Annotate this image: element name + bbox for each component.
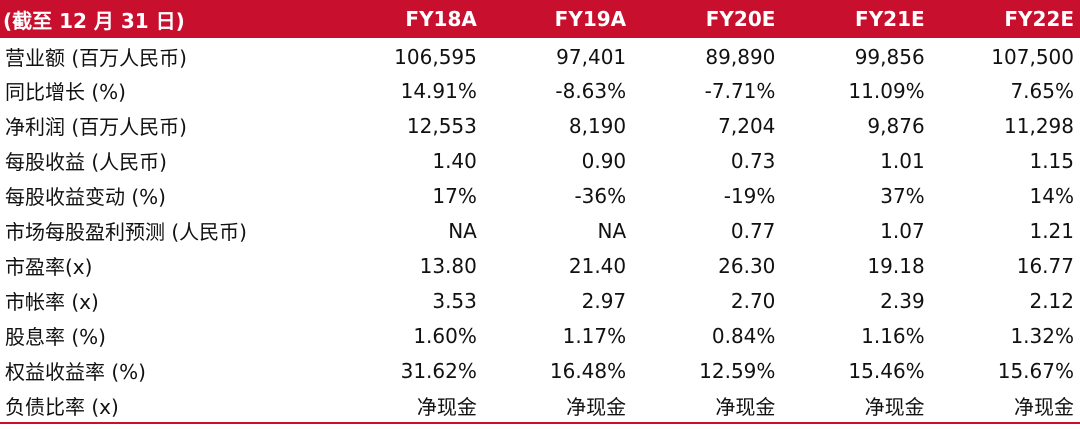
cell-value: 2.97 [581, 288, 627, 313]
row-label: 股息率 (%) [5, 325, 106, 349]
cell-value: 1.32% [1010, 323, 1074, 348]
cell-value: 净现金 [333, 388, 483, 424]
row-roe: 权益收益率 (%) 31.62% 16.48% 12.59% 15.46% 15… [0, 353, 1080, 388]
row-label: 市场每股盈利预测 (人民币) [5, 220, 247, 244]
cell-value: 2.12 [1029, 288, 1074, 313]
cell-value: 0.90 [581, 148, 627, 173]
cell-value: 1.15 [1029, 148, 1074, 173]
cell-value: -8.63% [555, 78, 627, 103]
cell-value: 1.01 [880, 148, 925, 173]
row-eps: 每股收益 (人民币) 1.40 0.90 0.73 1.01 1.15 [0, 143, 1080, 178]
header-fy22e: FY22E [930, 0, 1080, 38]
row-label: 营业额 (百万人民币) [5, 46, 187, 70]
cell-value: 14.91% [400, 78, 477, 103]
row-label: 每股收益 (人民币) [5, 150, 167, 174]
cell-value: 14% [1029, 183, 1074, 208]
row-yoy-growth: 同比增长 (%) 14.91% -8.63% -7.71% 11.09% 7.6… [0, 73, 1080, 108]
cell-value: 2.39 [880, 288, 925, 313]
cell-value: 17% [432, 183, 477, 208]
cell-value: 净现金 [482, 388, 633, 424]
header-fy19a: FY19A [482, 0, 633, 38]
table-body: 营业额 (百万人民币) 106,595 97,401 89,890 99,856… [0, 38, 1080, 424]
row-pe-ratio: 市盈率(x) 13.80 21.40 26.30 19.18 16.77 [0, 248, 1080, 283]
row-pb-ratio: 市帐率 (x) 3.53 2.97 2.70 2.39 2.12 [0, 283, 1080, 318]
cell-value: 1.40 [432, 148, 477, 173]
cell-value: 1.16% [861, 323, 925, 348]
cell-value: 26.30 [718, 253, 776, 278]
cell-value: 12,553 [406, 113, 477, 138]
cell-value: 3.53 [432, 288, 477, 313]
cell-value: 1.07 [880, 218, 925, 243]
row-label: 同比增长 (%) [5, 80, 126, 104]
cell-value: 15.67% [997, 358, 1074, 383]
cell-value: -36% [574, 183, 627, 208]
cell-value: 11,298 [1004, 113, 1074, 138]
cell-value: 11.09% [848, 78, 925, 103]
cell-value: 净现金 [632, 388, 782, 424]
row-label: 市帐率 (x) [5, 290, 99, 314]
cell-value: 99,856 [854, 44, 925, 69]
cell-value: 89,890 [705, 44, 776, 69]
cell-value: 37% [880, 183, 925, 208]
cell-value: 21.40 [568, 253, 627, 278]
cell-value: 31.62% [400, 358, 477, 383]
cell-value: 16.77 [1016, 253, 1074, 278]
row-eps-change: 每股收益变动 (%) 17% -36% -19% 37% 14% [0, 178, 1080, 213]
row-label: 净利润 (百万人民币) [5, 115, 187, 139]
cell-value: 15.46% [848, 358, 925, 383]
row-dividend-yield: 股息率 (%) 1.60% 1.17% 0.84% 1.16% 1.32% [0, 318, 1080, 353]
cell-value: 16.48% [549, 358, 627, 383]
cell-value: 2.70 [730, 288, 776, 313]
cell-value: 19.18 [867, 253, 925, 278]
row-gearing: 负债比率 (x) 净现金 净现金 净现金 净现金 净现金 [0, 388, 1080, 424]
cell-value: 0.73 [730, 148, 776, 173]
cell-value: 净现金 [930, 388, 1080, 424]
header-row: (截至 12 月 31 日) FY18A FY19A FY20E FY21E F… [0, 0, 1080, 38]
header-fy20e: FY20E [632, 0, 782, 38]
cell-value: 7.65% [1010, 78, 1074, 103]
cell-value: 12.59% [699, 358, 776, 383]
cell-value: 97,401 [556, 44, 627, 69]
cell-value: 8,190 [568, 113, 627, 138]
cell-value: 1.17% [562, 323, 627, 348]
row-revenue: 营业额 (百万人民币) 106,595 97,401 89,890 99,856… [0, 38, 1080, 73]
cell-value: 7,204 [718, 113, 776, 138]
cell-value: NA [448, 218, 477, 243]
cell-value: 9,876 [867, 113, 925, 138]
row-label: 权益收益率 (%) [5, 360, 146, 384]
row-label: 市盈率(x) [5, 255, 93, 279]
cell-value: -19% [723, 183, 776, 208]
cell-value: 1.21 [1029, 218, 1074, 243]
row-label: 每股收益变动 (%) [5, 185, 166, 209]
header-fy18a: FY18A [333, 0, 483, 38]
table-header: (截至 12 月 31 日) FY18A FY19A FY20E FY21E F… [0, 0, 1080, 38]
cell-value: 净现金 [781, 388, 931, 424]
cell-value: 107,500 [991, 44, 1074, 69]
cell-value: 1.60% [413, 323, 477, 348]
cell-value: -7.71% [704, 78, 776, 103]
cell-value: 0.84% [711, 323, 776, 348]
header-fy21e: FY21E [781, 0, 931, 38]
cell-value: 0.77 [730, 218, 776, 243]
row-label: 负债比率 (x) [0, 388, 334, 424]
cell-value: NA [597, 218, 627, 243]
cell-value: 13.80 [419, 253, 477, 278]
row-consensus-eps: 市场每股盈利预测 (人民币) NA NA 0.77 1.07 1.21 [0, 213, 1080, 248]
row-net-profit: 净利润 (百万人民币) 12,553 8,190 7,204 9,876 11,… [0, 108, 1080, 143]
cell-value: 106,595 [394, 44, 477, 69]
header-period-label: (截至 12 月 31 日) [0, 0, 334, 38]
